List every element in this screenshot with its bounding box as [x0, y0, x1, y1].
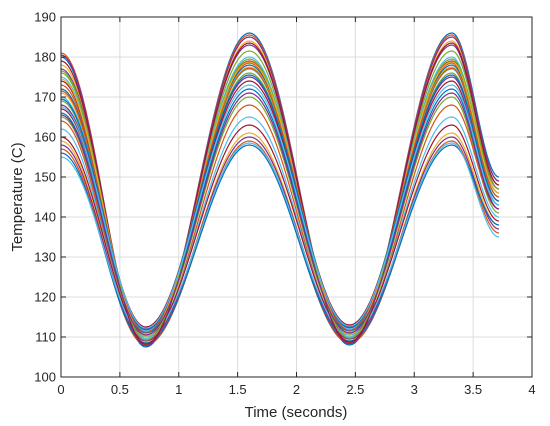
- x-tick-label: 1: [175, 382, 182, 397]
- y-tick-label: 170: [34, 90, 56, 105]
- series-line: [60, 84, 500, 329]
- x-tick-label: 4: [528, 382, 535, 397]
- x-tick-label: 3.5: [464, 382, 482, 397]
- y-axis-label: Temperature (C): [9, 142, 26, 251]
- series-line: [60, 42, 500, 345]
- y-tick-label: 190: [34, 10, 56, 25]
- x-tick-label: 1.5: [229, 382, 247, 397]
- series-line: [60, 92, 500, 336]
- y-axis-ticks: 100 110 120 130 140 150 160 170 180 190: [34, 10, 532, 385]
- y-tick-label: 110: [35, 330, 56, 345]
- x-tick-label: 2.5: [346, 382, 364, 397]
- x-tick-label: 0.5: [111, 382, 129, 397]
- y-tick-label: 100: [34, 370, 56, 385]
- x-axis-label: Time (seconds): [245, 404, 348, 421]
- series-layer: [60, 32, 500, 348]
- y-tick-label: 150: [34, 170, 56, 185]
- x-tick-label: 3: [411, 382, 418, 397]
- y-tick-label: 160: [34, 130, 56, 145]
- x-tick-label: 0: [57, 382, 64, 397]
- x-tick-label: 2: [293, 382, 300, 397]
- x-axis-ticks: 0 0.5 1 1.5 2 2.5 3 3.5 4: [57, 17, 536, 397]
- y-tick-label: 180: [34, 50, 56, 65]
- y-tick-label: 130: [34, 250, 56, 265]
- y-tick-label: 120: [34, 290, 56, 305]
- y-tick-label: 140: [34, 210, 56, 225]
